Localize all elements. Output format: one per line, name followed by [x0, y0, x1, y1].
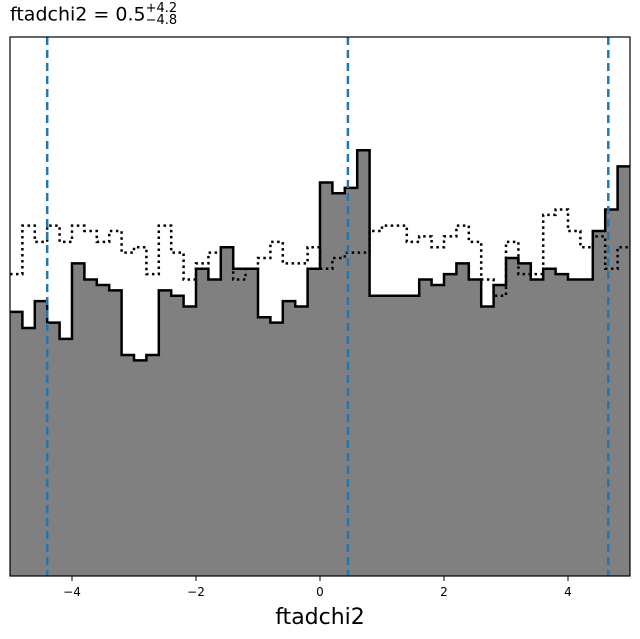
title-equals: =	[93, 3, 110, 26]
x-tick-label: −2	[187, 585, 205, 599]
x-tick-label: −4	[63, 585, 81, 599]
title-value: 0.5	[115, 3, 146, 26]
histogram-filled-area	[10, 150, 630, 576]
x-tick-label: 4	[564, 585, 572, 599]
x-axis-label: ftadchi2	[275, 605, 365, 630]
x-tick-label: 2	[440, 585, 448, 599]
title-plus-error: +4.2	[145, 1, 178, 16]
x-tick-label: 0	[316, 585, 324, 599]
title-errors: +4.2 −4.8	[145, 1, 178, 28]
chart-title: ftadchi2 = 0.5 +4.2 −4.8	[10, 1, 178, 28]
title-variable: ftadchi2	[10, 3, 88, 26]
title-minus-error: −4.8	[145, 13, 178, 28]
histogram-dotted-outline	[10, 208, 630, 297]
histogram-filled-outline	[10, 148, 630, 362]
